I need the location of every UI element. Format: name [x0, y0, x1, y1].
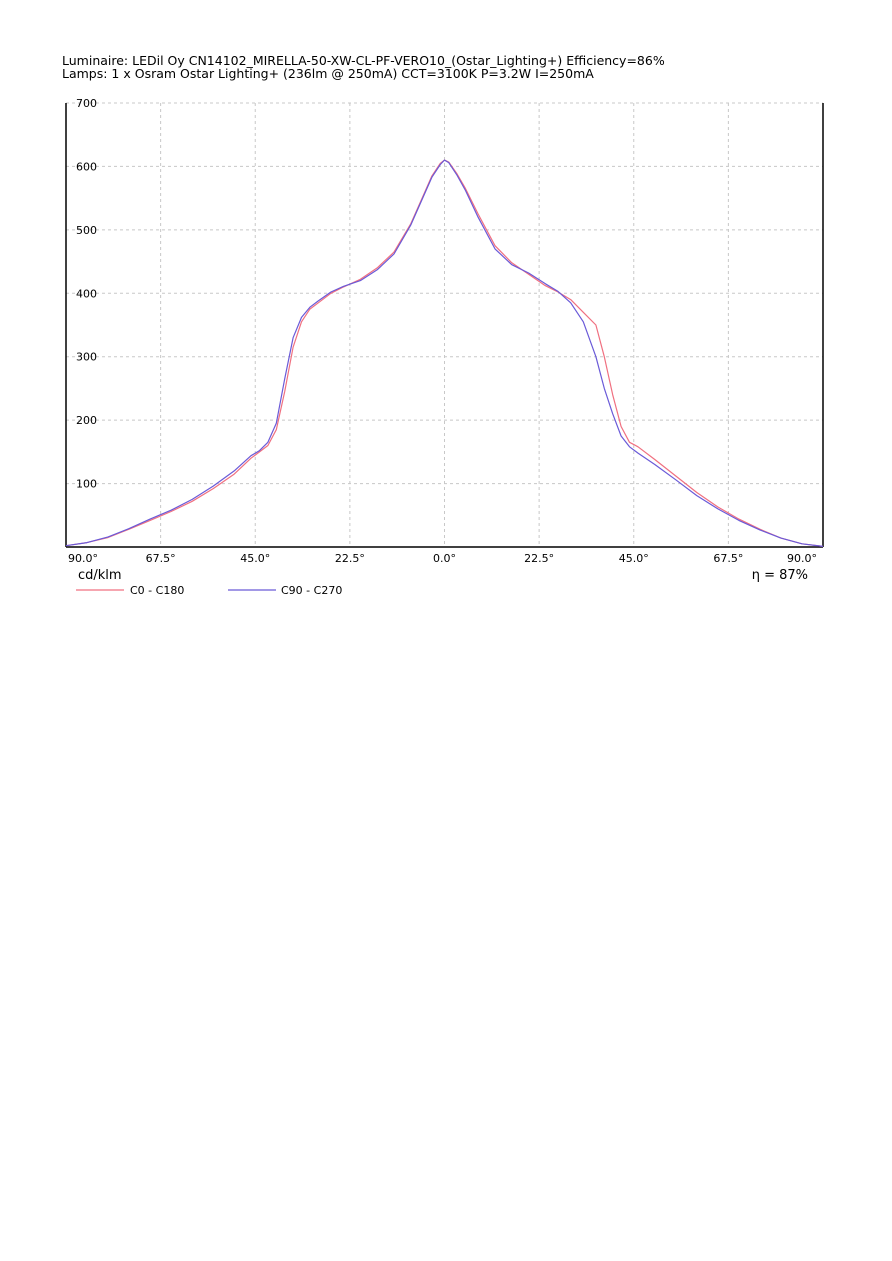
y-tick-label: 700: [76, 97, 97, 110]
x-tick-label: 90.0°: [68, 552, 98, 565]
x-tick-labels: 90.0° 67.5° 45.0° 22.5° 0.0° 22.5° 45.0° 67.5° 9…: [68, 552, 817, 565]
grid: [66, 102, 823, 547]
x-tick-label: 67.5°: [713, 552, 743, 565]
y-tick-label: 300: [76, 351, 97, 364]
lamps-line: Lamps: 1 x Osram Ostar Lighting+ (236lm …: [62, 66, 594, 81]
chart: 100 200 300 400 500 600 700 90.0° 67.5° 45.0° 22.…: [65, 97, 824, 597]
x-tick-label: 67.5°: [146, 552, 176, 565]
legend: C0 - C180 C90 - C270: [76, 584, 342, 597]
x-tick-label: 90.0°: [787, 552, 817, 565]
y-tick-label: 100: [76, 478, 97, 491]
legend-label: C90 - C270: [281, 584, 342, 597]
y-tick-label: 200: [76, 414, 97, 427]
x-tick-label: 45.0°: [619, 552, 649, 565]
x-tick-label: 22.5°: [335, 552, 365, 565]
luminaire-line: Luminaire: LEDil Oy CN14102_MIRELLA-50-X…: [62, 53, 665, 68]
x-tick-label: 0.0°: [433, 552, 456, 565]
y-tick-label: 500: [76, 224, 97, 237]
x-tick-label: 45.0°: [240, 552, 270, 565]
chart-header: Luminaire: LEDil Oy CN14102_MIRELLA-50-X…: [62, 54, 862, 80]
y-tick-label: 600: [76, 160, 97, 173]
axes: [65, 103, 824, 548]
y-tick-label: 400: [76, 287, 97, 300]
x-tick-label: 22.5°: [524, 552, 554, 565]
series-line-c90-c270: [65, 159, 824, 547]
legend-label: C0 - C180: [130, 584, 184, 597]
efficiency-annotation: η = 87%: [752, 568, 808, 583]
y-axis-label: cd/klm: [78, 568, 122, 583]
series-lines: [65, 159, 824, 547]
y-tick-labels: 100 200 300 400 500 600 700: [76, 97, 97, 491]
